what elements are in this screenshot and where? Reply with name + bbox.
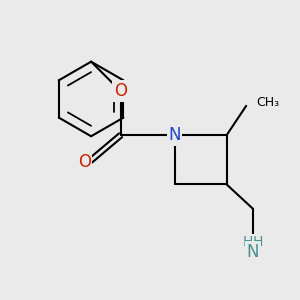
- Text: H: H: [243, 235, 253, 249]
- Text: O: O: [78, 153, 91, 171]
- Text: N: N: [247, 243, 259, 261]
- Text: N: N: [168, 126, 181, 144]
- Text: O: O: [114, 82, 127, 100]
- Text: H: H: [253, 235, 263, 249]
- Text: CH₃: CH₃: [256, 96, 279, 110]
